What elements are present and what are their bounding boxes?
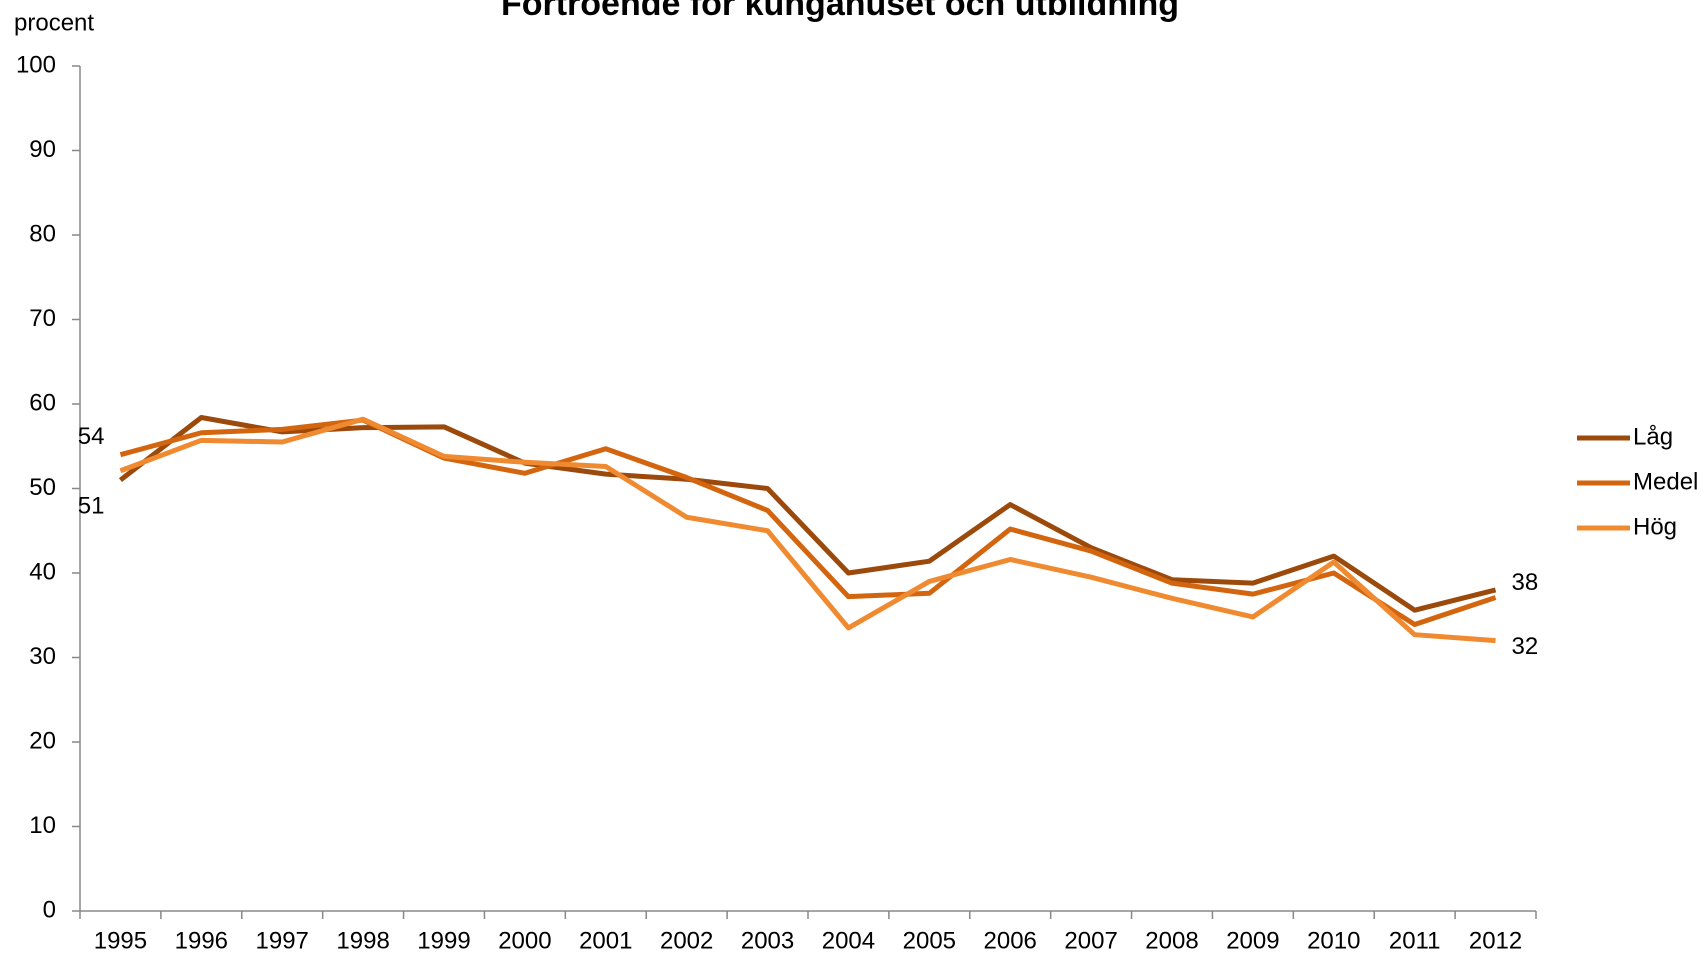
x-tick-label: 2007 [1064, 927, 1117, 954]
x-tick-label: 2001 [579, 927, 632, 954]
y-tick-label: 40 [29, 558, 56, 585]
y-tick-label: 0 [43, 896, 56, 923]
series-line [118, 415, 1497, 613]
series-line [119, 416, 1496, 644]
x-tick-label: 1999 [417, 927, 470, 954]
y-axis-label: procent [14, 9, 94, 36]
x-tick-label: 2002 [660, 927, 713, 954]
x-tick-label: 2009 [1226, 927, 1279, 954]
y-tick-label: 60 [29, 389, 56, 416]
x-tick-label: 1996 [175, 927, 228, 954]
data-label: 38 [1512, 569, 1539, 596]
y-tick-label: 50 [29, 474, 56, 501]
x-tick-label: 2003 [741, 927, 794, 954]
x-tick-label: 2011 [1389, 927, 1441, 954]
legend-label: Låg [1633, 423, 1673, 450]
data-label: 51 [78, 492, 105, 519]
y-tick-label: 70 [29, 305, 56, 332]
x-tick-label: 1995 [94, 927, 147, 954]
chart-title: Förtroende för kungahuset och utbildning [501, 0, 1179, 23]
x-tick-label: 1997 [256, 927, 309, 954]
legend-label: Hög [1633, 513, 1677, 540]
x-tick-label: 2005 [903, 927, 956, 954]
y-tick-label: 100 [16, 51, 56, 78]
y-tick-label: 30 [29, 643, 56, 670]
y-tick-label: 90 [29, 136, 56, 163]
x-tick-label: 2000 [498, 927, 551, 954]
x-tick-label: 2010 [1307, 927, 1360, 954]
legend-label: Medel [1633, 468, 1698, 495]
x-tick-label: 2006 [984, 927, 1037, 954]
x-tick-label: 2004 [822, 927, 875, 954]
y-tick-label: 20 [29, 727, 56, 754]
x-tick-label: 1998 [336, 927, 389, 954]
data-label: 54 [78, 423, 105, 450]
y-tick-label: 80 [29, 220, 56, 247]
data-label: 32 [1512, 633, 1539, 660]
x-tick-label: 2012 [1469, 927, 1522, 954]
x-tick-label: 2008 [1145, 927, 1198, 954]
y-tick-label: 10 [29, 812, 56, 839]
